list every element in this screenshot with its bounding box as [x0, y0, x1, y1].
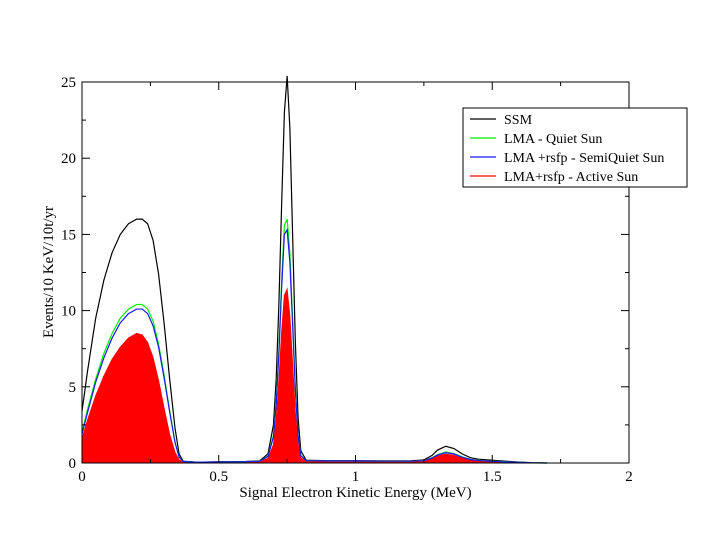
- series-line-ssm: [81, 75, 547, 464]
- y-tick-label: 10: [61, 304, 76, 320]
- series-layer: [81, 75, 547, 464]
- legend-box: [462, 107, 688, 188]
- series-area-lma-rsfp-active-sun: [81, 287, 547, 464]
- legend-label: LMA +rsfp - SemiQuiet Sun: [504, 151, 664, 166]
- x-tick-label: 0.5: [209, 469, 228, 485]
- y-axis-title: Events/10 KeV/10t/yr: [41, 206, 57, 338]
- y-tick-label: 15: [61, 227, 76, 243]
- x-tick-label: 1.5: [483, 469, 502, 485]
- y-tick-label: 0: [69, 456, 77, 472]
- y-tick-label: 25: [61, 75, 76, 91]
- legend-label: SSM: [504, 113, 533, 128]
- x-axis-title: Signal Electron Kinetic Energy (MeV): [239, 485, 471, 501]
- x-tick-label: 0: [78, 469, 86, 485]
- x-tick-label: 2: [625, 469, 633, 485]
- legend: SSM LMA - Quiet Sun LMA +rsfp - SemiQuiet …: [462, 107, 688, 188]
- y-tick-label: 20: [61, 151, 76, 167]
- legend-label: LMA+rsfp - Active Sun: [504, 170, 638, 185]
- x-tick-label: 1: [352, 469, 360, 485]
- series-line-lma-rsfp-semiquiet-sun: [81, 227, 547, 464]
- legend-label: LMA - Quiet Sun: [504, 132, 602, 147]
- y-tick-label: 5: [69, 380, 77, 396]
